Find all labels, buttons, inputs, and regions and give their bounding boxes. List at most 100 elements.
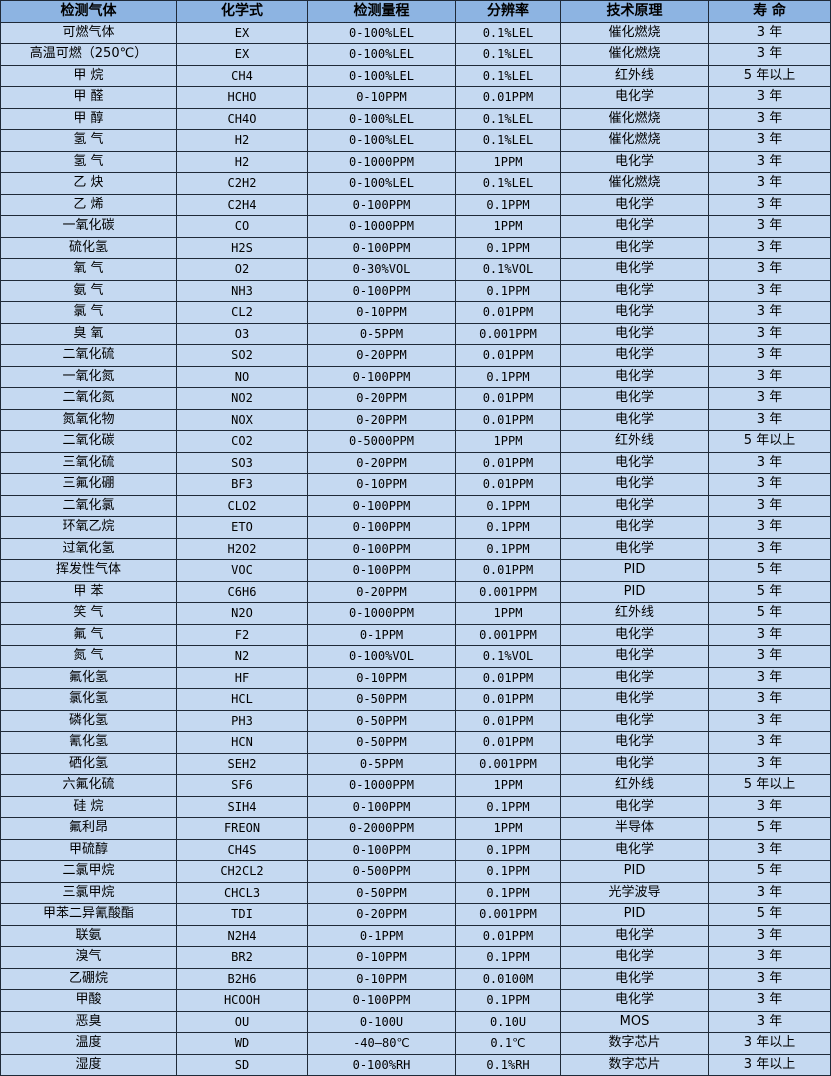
- cell-range: 0-10PPM: [307, 86, 456, 109]
- cell-formula: HCL: [176, 688, 308, 711]
- cell-lifespan: 5 年: [708, 602, 831, 625]
- cell-range: 0-1000PPM: [307, 602, 456, 625]
- cell-gas-name: 氢 气: [0, 129, 177, 152]
- table-row: 氮 气 N2 0-100%VOL 0.1%VOL 电化学 3 年: [0, 645, 831, 668]
- cell-principle: 电化学: [560, 215, 709, 238]
- cell-lifespan: 3 年: [708, 215, 831, 238]
- cell-lifespan: 3 年: [708, 881, 831, 904]
- table-row: 甲苯二异氰酸酯 TDI 0-20PPM 0.001PPM PID 5 年: [0, 903, 831, 926]
- column-header-principle: 技术原理: [560, 0, 709, 23]
- cell-resolution: 0.001PPM: [455, 580, 561, 603]
- cell-lifespan: 3 年: [708, 688, 831, 711]
- table-row: 甲 醛 HCHO 0-10PPM 0.01PPM 电化学 3 年: [0, 86, 831, 109]
- column-header-gas-name: 检测气体: [0, 0, 177, 23]
- cell-formula: CH4O: [176, 107, 308, 130]
- cell-resolution: 0.1%LEL: [455, 107, 561, 130]
- table-row: 挥发性气体 VOC 0-100PPM 0.01PPM PID 5 年: [0, 559, 831, 582]
- table-row: 甲 烷 CH4 0-100%LEL 0.1%LEL 红外线 5 年以上: [0, 64, 831, 87]
- cell-resolution: 0.1PPM: [455, 989, 561, 1012]
- cell-lifespan: 3 年: [708, 258, 831, 281]
- table-row: 氯化氢 HCL 0-50PPM 0.01PPM 电化学 3 年: [0, 688, 831, 711]
- cell-principle: 数字芯片: [560, 1053, 709, 1076]
- cell-gas-name: 二氧化硫: [0, 344, 177, 367]
- cell-resolution: 0.001PPM: [455, 752, 561, 775]
- cell-principle: 电化学: [560, 150, 709, 173]
- cell-resolution: 0.1PPM: [455, 860, 561, 883]
- cell-range: 0-5PPM: [307, 322, 456, 345]
- cell-range: 0-100PPM: [307, 537, 456, 560]
- cell-gas-name: 联氨: [0, 924, 177, 947]
- cell-resolution: 0.01PPM: [455, 301, 561, 324]
- cell-range: 0-10PPM: [307, 301, 456, 324]
- table-row: 三氯甲烷 CHCL3 0-50PPM 0.1PPM 光学波导 3 年: [0, 881, 831, 904]
- cell-principle: 红外线: [560, 430, 709, 453]
- cell-lifespan: 3 年: [708, 107, 831, 130]
- cell-gas-name: 二氧化氮: [0, 387, 177, 410]
- cell-principle: 电化学: [560, 623, 709, 646]
- cell-range: 0-20PPM: [307, 580, 456, 603]
- cell-resolution: 0.1%VOL: [455, 258, 561, 281]
- cell-range: 0-100U: [307, 1010, 456, 1033]
- cell-range: 0-20PPM: [307, 408, 456, 431]
- cell-principle: 催化燃烧: [560, 21, 709, 44]
- cell-resolution: 0.01PPM: [455, 408, 561, 431]
- cell-gas-name: 氰化氢: [0, 731, 177, 754]
- cell-formula: CO: [176, 215, 308, 238]
- cell-resolution: 0.1PPM: [455, 193, 561, 216]
- cell-resolution: 0.01PPM: [455, 344, 561, 367]
- cell-range: 0-30%VOL: [307, 258, 456, 281]
- cell-formula: BF3: [176, 473, 308, 496]
- cell-range: 0-20PPM: [307, 344, 456, 367]
- cell-gas-name: 甲 苯: [0, 580, 177, 603]
- table-row: 氨 气 NH3 0-100PPM 0.1PPM 电化学 3 年: [0, 279, 831, 302]
- table-row: 一氧化氮 NO 0-100PPM 0.1PPM 电化学 3 年: [0, 365, 831, 388]
- table-row: 乙硼烷 B2H6 0-10PPM 0.0100M 电化学 3 年: [0, 967, 831, 990]
- cell-principle: 电化学: [560, 365, 709, 388]
- table-row: 六氟化硫 SF6 0-1000PPM 1PPM 红外线 5 年以上: [0, 774, 831, 797]
- cell-resolution: 0.001PPM: [455, 322, 561, 345]
- cell-gas-name: 氨 气: [0, 279, 177, 302]
- cell-principle: 电化学: [560, 258, 709, 281]
- cell-resolution: 1PPM: [455, 150, 561, 173]
- cell-principle: 电化学: [560, 473, 709, 496]
- cell-formula: HCOOH: [176, 989, 308, 1012]
- cell-range: 0-5PPM: [307, 752, 456, 775]
- cell-principle: 半导体: [560, 817, 709, 840]
- cell-gas-name: 环氧乙烷: [0, 516, 177, 539]
- cell-principle: 红外线: [560, 774, 709, 797]
- cell-formula: N2H4: [176, 924, 308, 947]
- cell-resolution: 1PPM: [455, 602, 561, 625]
- table-row: 氢 气 H2 0-1000PPM 1PPM 电化学 3 年: [0, 150, 831, 173]
- cell-lifespan: 3 年: [708, 279, 831, 302]
- table-row: 氮氧化物 NOX 0-20PPM 0.01PPM 电化学 3 年: [0, 408, 831, 431]
- cell-formula: VOC: [176, 559, 308, 582]
- cell-gas-name: 氟化氢: [0, 666, 177, 689]
- cell-lifespan: 5 年: [708, 817, 831, 840]
- cell-principle: 电化学: [560, 537, 709, 560]
- cell-resolution: 0.1PPM: [455, 795, 561, 818]
- table-row: 甲 苯 C6H6 0-20PPM 0.001PPM PID 5 年: [0, 580, 831, 603]
- table-row: 二氧化碳 CO2 0-5000PPM 1PPM 红外线 5 年以上: [0, 430, 831, 453]
- cell-lifespan: 3 年: [708, 537, 831, 560]
- table-row: 甲硫醇 CH4S 0-100PPM 0.1PPM 电化学 3 年: [0, 838, 831, 861]
- cell-resolution: 1PPM: [455, 817, 561, 840]
- cell-lifespan: 3 年: [708, 967, 831, 990]
- table-row: 二氧化硫 SO2 0-20PPM 0.01PPM 电化学 3 年: [0, 344, 831, 367]
- cell-principle: 电化学: [560, 86, 709, 109]
- cell-range: 0-100%LEL: [307, 43, 456, 66]
- cell-principle: 红外线: [560, 602, 709, 625]
- cell-formula: H2S: [176, 236, 308, 259]
- cell-formula: CO2: [176, 430, 308, 453]
- cell-principle: 电化学: [560, 989, 709, 1012]
- cell-principle: 电化学: [560, 752, 709, 775]
- table-row: 乙 烯 C2H4 0-100PPM 0.1PPM 电化学 3 年: [0, 193, 831, 216]
- cell-principle: 电化学: [560, 731, 709, 754]
- cell-gas-name: 恶臭: [0, 1010, 177, 1033]
- cell-resolution: 0.01PPM: [455, 559, 561, 582]
- column-header-lifespan: 寿 命: [708, 0, 831, 23]
- cell-principle: PID: [560, 559, 709, 582]
- cell-principle: 红外线: [560, 64, 709, 87]
- cell-lifespan: 3 年: [708, 193, 831, 216]
- cell-formula: SF6: [176, 774, 308, 797]
